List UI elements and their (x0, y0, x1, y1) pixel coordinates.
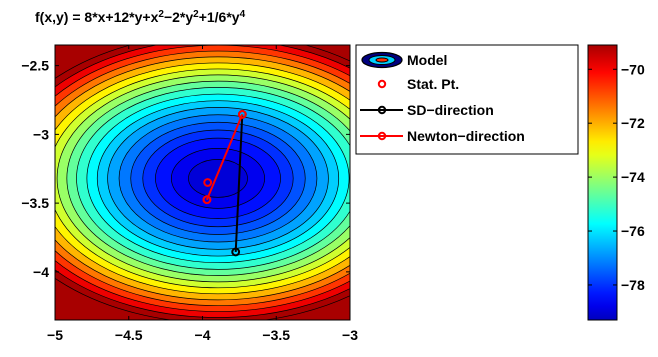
contour-line (96, 100, 340, 257)
series-layer (202, 110, 247, 257)
colorbar-gradient (588, 45, 617, 320)
legend-entry-newton-direction: Newton−direction (360, 128, 525, 144)
contour-band (188, 159, 248, 198)
contour-line (142, 129, 294, 228)
chart-title: f(x,y) = 8*x+12*y+x2−2*y2+1/6*y4 (35, 9, 246, 26)
title-sup2: 2 (193, 9, 199, 20)
contour-line (55, 45, 350, 318)
series-line (234, 114, 244, 252)
y-tick-label: −3.5 (21, 195, 49, 211)
data-point (203, 178, 213, 187)
contour-line (55, 56, 350, 301)
contour-line (170, 148, 265, 209)
contour-line (118, 114, 318, 243)
colorbar-tick-label: −70 (621, 61, 645, 77)
title-end: +1/6*y (199, 9, 240, 25)
title-sup3: 4 (240, 9, 246, 20)
legend: Model Stat. Pt. SD−direction Newton−dire… (355, 44, 579, 155)
x-tick-label: −4 (195, 327, 211, 343)
colorbar-ticks: −70 −72 −74 −76 −78 (588, 61, 645, 293)
title-mid: −2*y (164, 9, 193, 25)
contour-line (66, 80, 350, 276)
legend-model-swatch-inner (375, 57, 389, 63)
legend-sd-marker (377, 105, 387, 115)
legend-stat-pt-marker (377, 79, 387, 89)
series-line (205, 114, 244, 201)
y-tick-label: −2.5 (21, 58, 49, 74)
contour-line (188, 159, 248, 198)
contour-line (56, 74, 350, 283)
legend-newton-marker (377, 131, 387, 141)
colorbar-tick-label: −72 (621, 115, 645, 131)
series-newton-direction (202, 110, 247, 205)
contour-line (55, 50, 350, 306)
colorbar-tick-label: −76 (621, 223, 645, 239)
legend-entry-sd-direction: SD−direction (360, 102, 494, 118)
legend-label-sd-direction: SD−direction (407, 102, 494, 118)
legend-entry-stat-pt: Stat. Pt. (377, 76, 459, 92)
x-tick-label: −3.5 (262, 327, 290, 343)
contour-line (86, 93, 350, 264)
contour-line (55, 68, 350, 289)
legend-label-model: Model (407, 52, 447, 68)
legend-label-stat-pt: Stat. Pt. (407, 76, 459, 92)
data-point (231, 247, 241, 257)
plot-area (55, 45, 350, 320)
y-axis: −2.5 −3 −3.5 −4 (21, 58, 350, 280)
title-sup1: 2 (158, 9, 164, 20)
colorbar: −70 −72 −74 −76 −78 (587, 44, 645, 321)
contour-line (76, 87, 350, 270)
colorbar-tick-label: −78 (621, 277, 645, 293)
contour-line (55, 62, 350, 295)
x-tick-label: −5 (47, 327, 63, 343)
colorbar-box (587, 44, 618, 321)
x-tick-label: −4.5 (115, 327, 143, 343)
y-tick-label: −4 (33, 264, 49, 280)
x-tick-label: −3 (342, 327, 358, 343)
data-point (237, 110, 247, 119)
legend-label-newton-direction: Newton−direction (407, 128, 525, 144)
contour-line (130, 121, 306, 235)
x-axis: −5 −4.5 −4 −3.5 −3 (47, 45, 358, 343)
contour-lines (55, 45, 350, 320)
contour-line (155, 137, 281, 219)
title-main: f(x,y) = 8*x+12*y+x (35, 9, 159, 25)
y-tick-label: −3 (33, 126, 49, 142)
legend-entry-model: Model (361, 51, 447, 69)
data-point (202, 195, 212, 205)
contour-line (107, 107, 329, 250)
colorbar-tick-label: −74 (621, 169, 645, 185)
